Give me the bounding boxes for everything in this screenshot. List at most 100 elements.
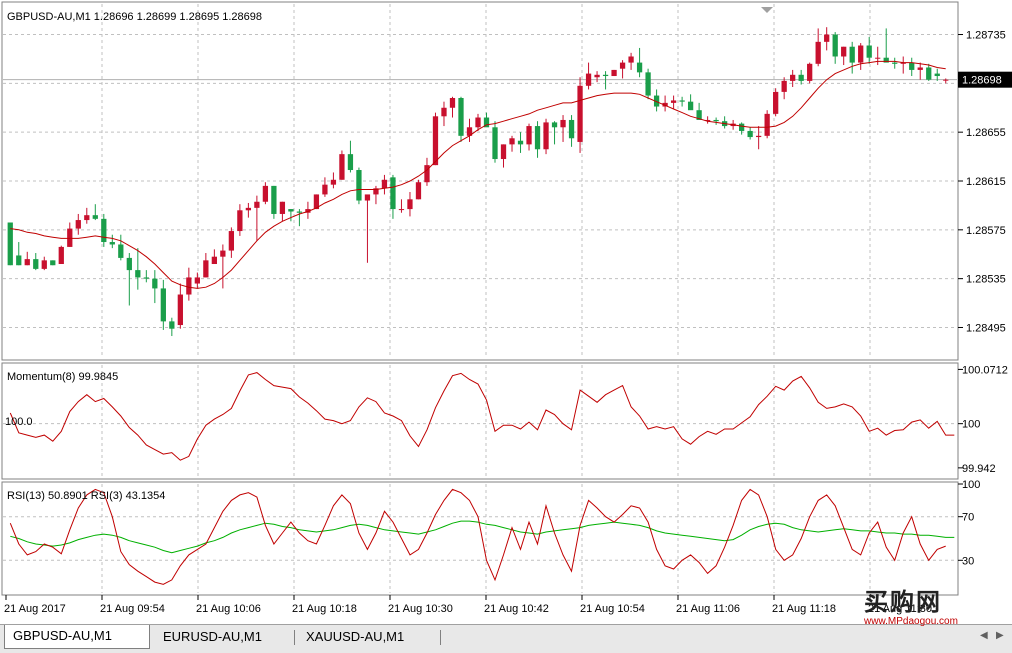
candle-body (841, 46, 847, 57)
y-axis-label: 1.28655 (966, 127, 1006, 139)
candle-body (152, 278, 158, 289)
candle-body (517, 140, 524, 145)
candle-body (67, 228, 73, 247)
grid-lines (3, 4, 957, 593)
candle-body (364, 194, 371, 201)
candle-body (781, 80, 787, 92)
candle-body (186, 277, 192, 295)
candle-body (560, 119, 566, 128)
candle-body (934, 73, 940, 77)
price-axis: 21 Aug 2017 21 Aug 09:54 21 Aug 10:06 21 Au… (4, 30, 1012, 615)
candle-body (500, 144, 507, 160)
candle-body (585, 73, 592, 86)
watermark-logo: 买购网 www.MPdaogou.com (862, 584, 992, 627)
candle-body (373, 188, 379, 195)
candle-body (169, 321, 175, 329)
candle-body (432, 116, 439, 166)
candle-body (483, 117, 490, 128)
x-axis-label: 21 Aug 11:06 (676, 603, 740, 615)
candle-body (424, 165, 430, 183)
chart-title: GBPUSD-AU,M1 1.28696 1.28699 1.28695 1.2… (7, 11, 262, 23)
candle-body (917, 67, 923, 70)
candle-body (92, 215, 98, 219)
candle-body (288, 209, 294, 212)
candle-body (24, 259, 30, 266)
rsi-title: RSI(13) 50.8901 RSI(3) 43.1354 (7, 490, 165, 502)
tab-eurusd[interactable]: EURUSD-AU,M1 (163, 629, 262, 644)
candle-body (824, 34, 830, 42)
candle-body (628, 56, 634, 63)
candle-body (305, 209, 311, 213)
candle-body (135, 270, 141, 278)
candle-body (143, 277, 149, 279)
candle-body (475, 117, 481, 128)
candle-body (534, 126, 541, 150)
candle-body (594, 74, 600, 78)
momentum-axis-label: 100 (962, 419, 980, 431)
tab-separator (440, 630, 441, 645)
rsi-series (9, 488, 955, 585)
candle-body (271, 185, 277, 214)
candle-body (381, 179, 388, 189)
candle-body (875, 57, 881, 59)
candle-body (858, 45, 864, 63)
candle-body (220, 250, 226, 257)
candle-body (279, 201, 286, 214)
tab-separator (294, 630, 295, 645)
candle-body (832, 34, 838, 57)
candle-body (407, 199, 413, 210)
candle-body (194, 277, 200, 284)
scroll-right-icon[interactable]: ▶ (996, 630, 1004, 641)
candle-body (415, 182, 422, 200)
candle-body (909, 62, 915, 70)
candle-body (551, 122, 558, 128)
candle-body (203, 260, 209, 278)
candle-body (458, 97, 464, 136)
candle-body (577, 85, 583, 142)
candle-body (926, 67, 932, 80)
scroll-left-icon[interactable]: ◀ (980, 630, 988, 641)
candle-body (118, 244, 124, 258)
y-axis-label: 1.28495 (966, 322, 1006, 334)
candle-body (883, 57, 889, 63)
candle-body (704, 119, 711, 121)
momentum-axis-label: 99.942 (962, 463, 996, 475)
current-price-box (958, 71, 1012, 88)
x-axis-label: 21 Aug 11:30 (868, 603, 932, 615)
momentum-line (9, 372, 955, 461)
candle-body (636, 62, 643, 73)
tab-gbpusd[interactable]: GBPUSD-AU,M1 (4, 625, 150, 649)
rsi-panel-frame (1, 481, 959, 596)
momentum-panel-frame (1, 362, 959, 480)
candle-body (773, 91, 779, 114)
candle-body (228, 231, 235, 251)
candle-body (254, 201, 260, 208)
candle-body (330, 179, 337, 185)
candle-body (322, 184, 328, 195)
candle-body (866, 45, 872, 58)
moving-average-line (10, 60, 946, 289)
rsi-axis-label: 70 (962, 512, 974, 524)
candle-body (687, 101, 694, 111)
candle-body (177, 294, 183, 326)
chart-canvas[interactable]: 21 Aug 2017 21 Aug 09:54 21 Aug 10:06 21 Au… (0, 0, 1012, 624)
x-axis-label: 21 Aug 10:06 (196, 603, 261, 615)
current-price-label: 1.28698 (962, 75, 1002, 87)
candle-body (696, 110, 702, 120)
rsi13-line (10, 520, 955, 554)
candle-body (58, 246, 64, 265)
x-axis-label: 21 Aug 10:18 (292, 603, 357, 615)
rsi-axis-label: 100 (962, 479, 980, 491)
candle-body (526, 126, 532, 145)
candle-body (262, 185, 269, 202)
candle-body (653, 95, 660, 107)
x-axis-label: 21 Aug 11:18 (772, 603, 836, 615)
tab-xauusd[interactable]: XAUUSD-AU,M1 (306, 629, 405, 644)
rsi-axis-label: 30 (962, 555, 974, 567)
candle-body (900, 62, 906, 64)
candle-body (16, 255, 22, 266)
candle-body (33, 259, 39, 269)
candle-body (739, 123, 745, 131)
shift-marker-icon[interactable] (761, 7, 773, 13)
